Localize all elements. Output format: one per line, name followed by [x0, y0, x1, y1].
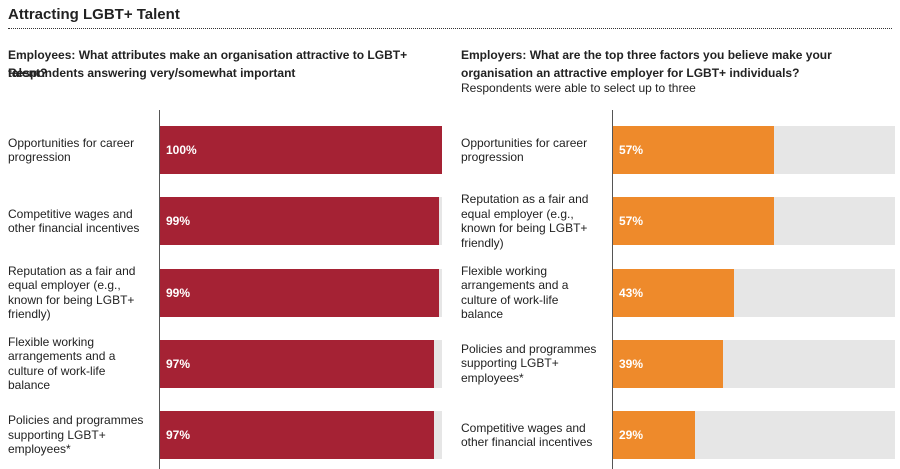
- panel-subtitle: Respondents answering very/somewhat impo…: [8, 66, 296, 80]
- category-label: Policies and programmes supporting LGBT+…: [8, 413, 144, 457]
- axis-line: [612, 110, 613, 469]
- category-label: Competitive wages and other financial in…: [8, 206, 140, 236]
- bar: [160, 411, 434, 460]
- panel-title: Employees: What attributes make an organ…: [8, 48, 408, 80]
- bar: [160, 126, 442, 174]
- category-label: Reputation as a fair and equal employer …: [461, 192, 589, 250]
- title-rule: [8, 28, 892, 29]
- category-label: Flexible working arrangements and a cult…: [461, 263, 569, 322]
- page-title: Attracting LGBT+ Talent: [8, 6, 180, 23]
- value-label: 57%: [619, 214, 644, 229]
- category-label: Reputation as a fair and equal employer …: [8, 263, 136, 322]
- bar: [613, 126, 774, 174]
- value-label: 39%: [619, 356, 644, 371]
- bar: [160, 339, 434, 388]
- panel-title: Employers: What are the top three factor…: [461, 48, 832, 80]
- value-label: 99%: [166, 214, 191, 229]
- category-label: Flexible working arrangements and a cult…: [8, 334, 116, 393]
- bar: [160, 268, 440, 317]
- category-label: Policies and programmes supporting LGBT+…: [461, 341, 597, 385]
- value-label: 97%: [166, 428, 191, 443]
- value-label: 57%: [619, 143, 644, 157]
- panel-subtitle: Respondents were able to select up to th…: [461, 81, 696, 95]
- bar: [613, 411, 695, 460]
- value-label: 97%: [166, 356, 191, 371]
- bar: [613, 339, 723, 388]
- value-label: 100%: [166, 143, 197, 157]
- category-label: Competitive wages and other financial in…: [461, 420, 593, 450]
- category-label: Opportunities for career progression: [461, 135, 588, 165]
- bar: [613, 268, 735, 317]
- value-label: 43%: [619, 285, 644, 300]
- axis-line: [159, 110, 160, 469]
- bar: [613, 197, 774, 246]
- category-label: Opportunities for career progression: [8, 135, 135, 165]
- bar: [160, 197, 440, 246]
- value-label: 29%: [619, 428, 644, 443]
- value-label: 99%: [166, 285, 191, 300]
